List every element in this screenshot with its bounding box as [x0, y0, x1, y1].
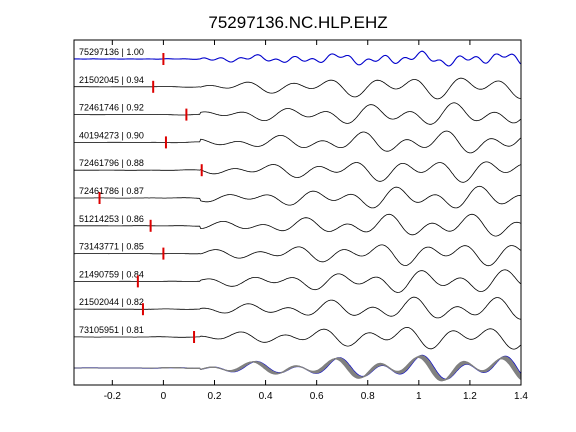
trace-waveform [74, 50, 521, 67]
trace-row: 21502045 | 0.94 [74, 75, 521, 100]
trace-row: 73105951 | 0.81 [74, 325, 521, 350]
trace-row: 75297136 | 1.00 [74, 47, 521, 67]
x-tick-label: 0.4 [259, 391, 273, 402]
chart-title: 75297136.NC.HLP.EHZ [208, 13, 387, 32]
trace-row: 21490759 | 0.84 [74, 269, 521, 293]
trace-row: 72461796 | 0.88 [74, 158, 521, 183]
plot-frame [73, 39, 522, 386]
trace-label: 51214253 | 0.86 [79, 214, 144, 224]
stacked-traces [74, 354, 521, 382]
x-tick-label: 0.8 [361, 391, 375, 402]
trace-waveform [74, 296, 521, 320]
x-tick-label: 0.6 [310, 391, 324, 402]
stack-waveform [74, 356, 521, 382]
x-tick-label: -0.2 [104, 391, 122, 402]
trace-waveform [74, 244, 521, 267]
trace-row: 40194273 | 0.90 [74, 130, 521, 154]
trace-row: 21502044 | 0.82 [74, 296, 521, 320]
trace-row: 51214253 | 0.86 [74, 213, 521, 237]
trace-waveform [74, 102, 521, 125]
trace-label: 72461786 | 0.87 [79, 186, 144, 196]
trace-row: 73143771 | 0.85 [74, 242, 521, 267]
trace-row: 72461786 | 0.87 [74, 185, 521, 209]
trace-label: 75297136 | 1.00 [79, 47, 144, 57]
stack-waveform [74, 354, 521, 380]
trace-waveform [74, 161, 521, 183]
x-axis: -0.2 0 0.2 0.4 0.6 0.8 1 1.2 1.4 [104, 40, 528, 402]
trace-waveform [74, 213, 521, 237]
trace-label: 73143771 | 0.85 [79, 242, 144, 252]
x-tick-label: 0 [161, 391, 167, 402]
trace-waveform [74, 77, 521, 100]
x-tick-label: 1.2 [463, 391, 477, 402]
trace-label: 21502044 | 0.82 [79, 297, 144, 307]
trace-waveform [74, 269, 521, 293]
trace-group: 75297136 | 1.00 21502045 | 0.94 72461746 |… [74, 47, 521, 350]
x-tick-label: 0.2 [208, 391, 222, 402]
trace-label: 73105951 | 0.81 [79, 325, 144, 335]
trace-row: 72461746 | 0.92 [74, 102, 521, 125]
trace-label: 21490759 | 0.84 [79, 269, 144, 279]
stack-waveform [74, 357, 521, 382]
trace-waveform [74, 326, 521, 350]
stack-waveform [74, 356, 521, 381]
trace-label: 40194273 | 0.90 [79, 130, 144, 140]
x-tick-label: 1.4 [514, 391, 528, 402]
x-tick-label: 1 [416, 391, 422, 402]
trace-label: 72461796 | 0.88 [79, 158, 144, 168]
trace-waveform [74, 130, 521, 154]
trace-label: 72461746 | 0.92 [79, 103, 144, 113]
trace-waveform [74, 185, 521, 209]
trace-label: 21502045 | 0.94 [79, 75, 144, 85]
